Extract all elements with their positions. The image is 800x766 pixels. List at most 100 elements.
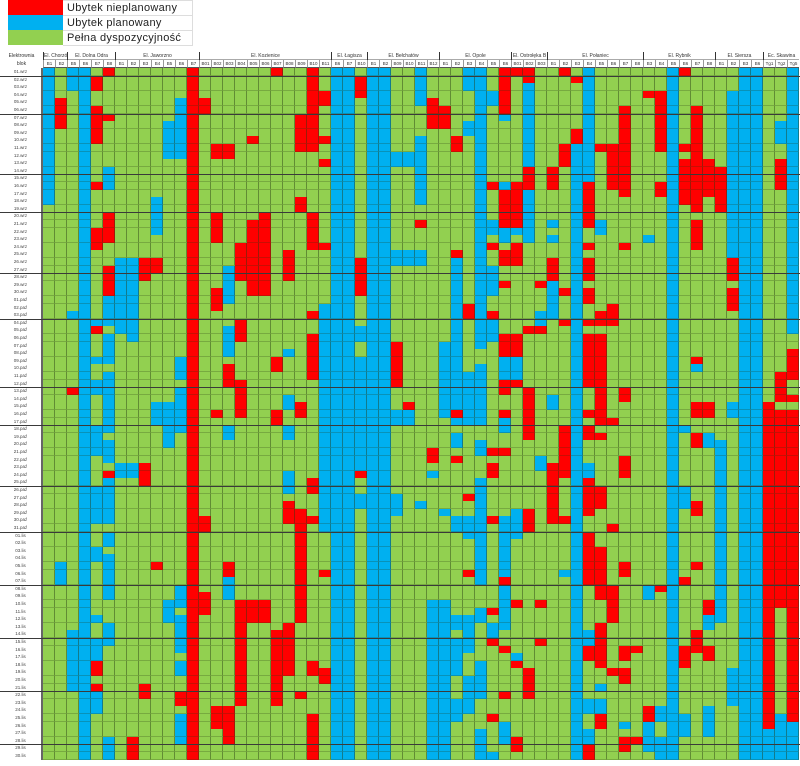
cell (43, 212, 55, 221)
block-header: B03 (535, 60, 547, 68)
cell (151, 752, 163, 760)
block-header: B10 (355, 60, 367, 68)
cell (55, 706, 67, 715)
plant-header: El. Ostrołęka B (511, 52, 547, 60)
cell (127, 668, 139, 677)
cell (91, 98, 103, 107)
cell (43, 121, 55, 130)
cell (79, 227, 91, 236)
cell (103, 516, 115, 525)
cell (115, 554, 127, 563)
cell (115, 128, 127, 137)
cell (43, 98, 55, 107)
cell (667, 752, 679, 760)
cell (547, 752, 559, 760)
cell (43, 387, 55, 396)
cell (55, 569, 67, 578)
cell (79, 242, 91, 251)
cell (103, 668, 115, 677)
cell (67, 622, 79, 631)
cell (55, 197, 67, 206)
cell (127, 326, 139, 335)
cell (79, 653, 91, 662)
cell (103, 136, 115, 145)
cell (79, 318, 91, 327)
cell (43, 448, 55, 456)
cell (67, 387, 79, 396)
cell (79, 250, 91, 259)
plant-header-label: Elektrownia (8, 53, 35, 59)
cell (283, 752, 295, 760)
cell (79, 197, 91, 206)
cell (43, 706, 55, 715)
cell (79, 341, 91, 350)
cell (103, 562, 115, 570)
cell (43, 668, 55, 677)
block-header-label: blok (16, 61, 27, 67)
cell (79, 448, 91, 456)
cell (91, 113, 103, 122)
legend-label: Ubytek nieplanowany (63, 0, 193, 16)
cell (55, 113, 67, 122)
cell (79, 75, 91, 84)
cell (115, 508, 127, 517)
cell (55, 448, 67, 456)
cell (67, 653, 79, 662)
block-header: B6 (175, 60, 187, 68)
cell (499, 752, 511, 760)
cell (67, 212, 79, 221)
cell (67, 615, 79, 624)
cell (91, 630, 103, 639)
cell (67, 220, 79, 228)
cell (115, 318, 127, 327)
cell (43, 744, 55, 753)
cell (67, 455, 79, 464)
block-header: B4 (655, 60, 667, 68)
cell (127, 638, 139, 646)
cell (139, 212, 151, 221)
cell (55, 478, 67, 487)
cell (115, 189, 127, 198)
cell (127, 698, 139, 707)
cell (115, 524, 127, 532)
cell (67, 90, 79, 99)
legend-item-planned: Ubytek planowany (8, 14, 193, 31)
block-header: B1 (367, 60, 379, 68)
cell (115, 463, 127, 472)
cell (127, 615, 139, 624)
cell (103, 394, 115, 403)
cell (55, 75, 67, 84)
cell (115, 364, 127, 373)
cell (91, 121, 103, 130)
cell (103, 258, 115, 266)
cell (67, 478, 79, 487)
cell (103, 417, 115, 426)
cell (67, 121, 79, 130)
cell (55, 341, 67, 350)
cell (115, 691, 127, 700)
cell (55, 296, 67, 304)
cell (91, 189, 103, 198)
cell (43, 577, 55, 586)
cell (43, 204, 55, 213)
cell (103, 288, 115, 297)
cell (115, 736, 127, 745)
cell (79, 265, 91, 274)
block-header: B02 (523, 60, 535, 68)
cell (43, 508, 55, 517)
cell (67, 394, 79, 403)
cell (91, 577, 103, 586)
cell (79, 334, 91, 342)
cell (103, 273, 115, 282)
cell (55, 159, 67, 168)
cell (115, 166, 127, 175)
cell (67, 531, 79, 540)
cell (643, 752, 655, 760)
cell (235, 752, 247, 760)
cell (115, 501, 127, 510)
cell (91, 546, 103, 555)
cell (103, 387, 115, 396)
cell (91, 463, 103, 472)
cell (67, 273, 79, 282)
cell (55, 440, 67, 449)
